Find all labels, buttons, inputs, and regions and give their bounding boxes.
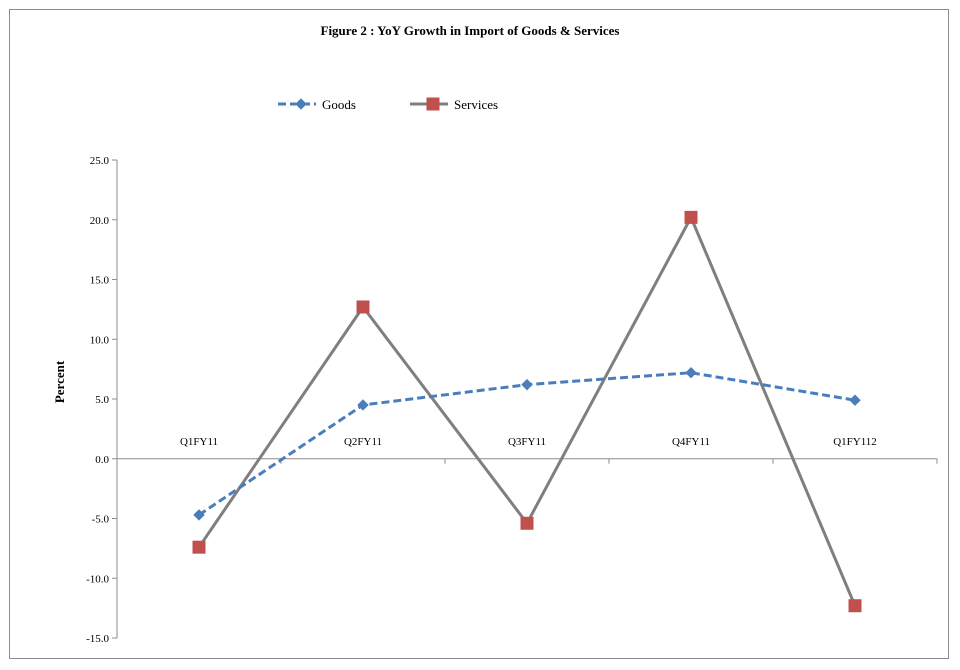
legend-marker-goods	[295, 98, 307, 110]
y-tick-label: 15.0	[90, 275, 110, 287]
chart: Figure 2 : YoY Growth in Import of Goods…	[52, 23, 938, 645]
chart-frame: Figure 2 : YoY Growth in Import of Goods…	[9, 9, 949, 659]
plot-area	[192, 210, 862, 613]
legend-item-services: Services	[410, 97, 498, 112]
y-tick-label: -10.0	[86, 573, 109, 585]
legend-label-services: Services	[454, 97, 498, 112]
y-tick-label: 20.0	[90, 215, 110, 227]
data-point-goods	[357, 399, 369, 411]
data-point-services	[684, 210, 698, 224]
x-tick-label: Q1FY112	[833, 436, 877, 448]
series-goods	[193, 367, 861, 521]
x-tick-label: Q1FY11	[180, 436, 218, 448]
chart-title: Figure 2 : YoY Growth in Import of Goods…	[321, 23, 620, 38]
y-tick-label: 0.0	[95, 454, 109, 466]
y-axis-label: Percent	[52, 360, 67, 403]
x-tick-label: Q4FY11	[672, 436, 710, 448]
x-tick-label: Q2FY11	[344, 436, 382, 448]
x-tick-label: Q3FY11	[508, 436, 546, 448]
series-line-services	[197, 215, 857, 607]
legend-label-goods: Goods	[322, 97, 356, 112]
data-point-goods	[193, 509, 205, 521]
data-point-goods	[849, 394, 861, 406]
data-point-services	[192, 540, 206, 554]
legend-item-goods: Goods	[278, 97, 356, 112]
data-point-services	[520, 516, 534, 530]
y-tick-label: -15.0	[86, 633, 109, 645]
legend: Goods Services	[278, 97, 498, 112]
y-tick-label: -5.0	[92, 514, 110, 526]
data-point-goods	[685, 367, 697, 379]
axes: 25.0 20.0 15.0 10.0 5.0 0.0 -5.0 -10.0 -15.0 Q1FY…	[86, 155, 938, 645]
data-point-goods	[521, 378, 533, 391]
y-tick-label: 5.0	[95, 394, 109, 406]
data-point-services	[356, 300, 370, 314]
y-tick-label: 10.0	[90, 334, 110, 346]
y-tick-label: 25.0	[90, 155, 110, 167]
legend-marker-services	[426, 97, 440, 111]
data-point-services	[848, 599, 862, 613]
series-services	[192, 210, 862, 613]
